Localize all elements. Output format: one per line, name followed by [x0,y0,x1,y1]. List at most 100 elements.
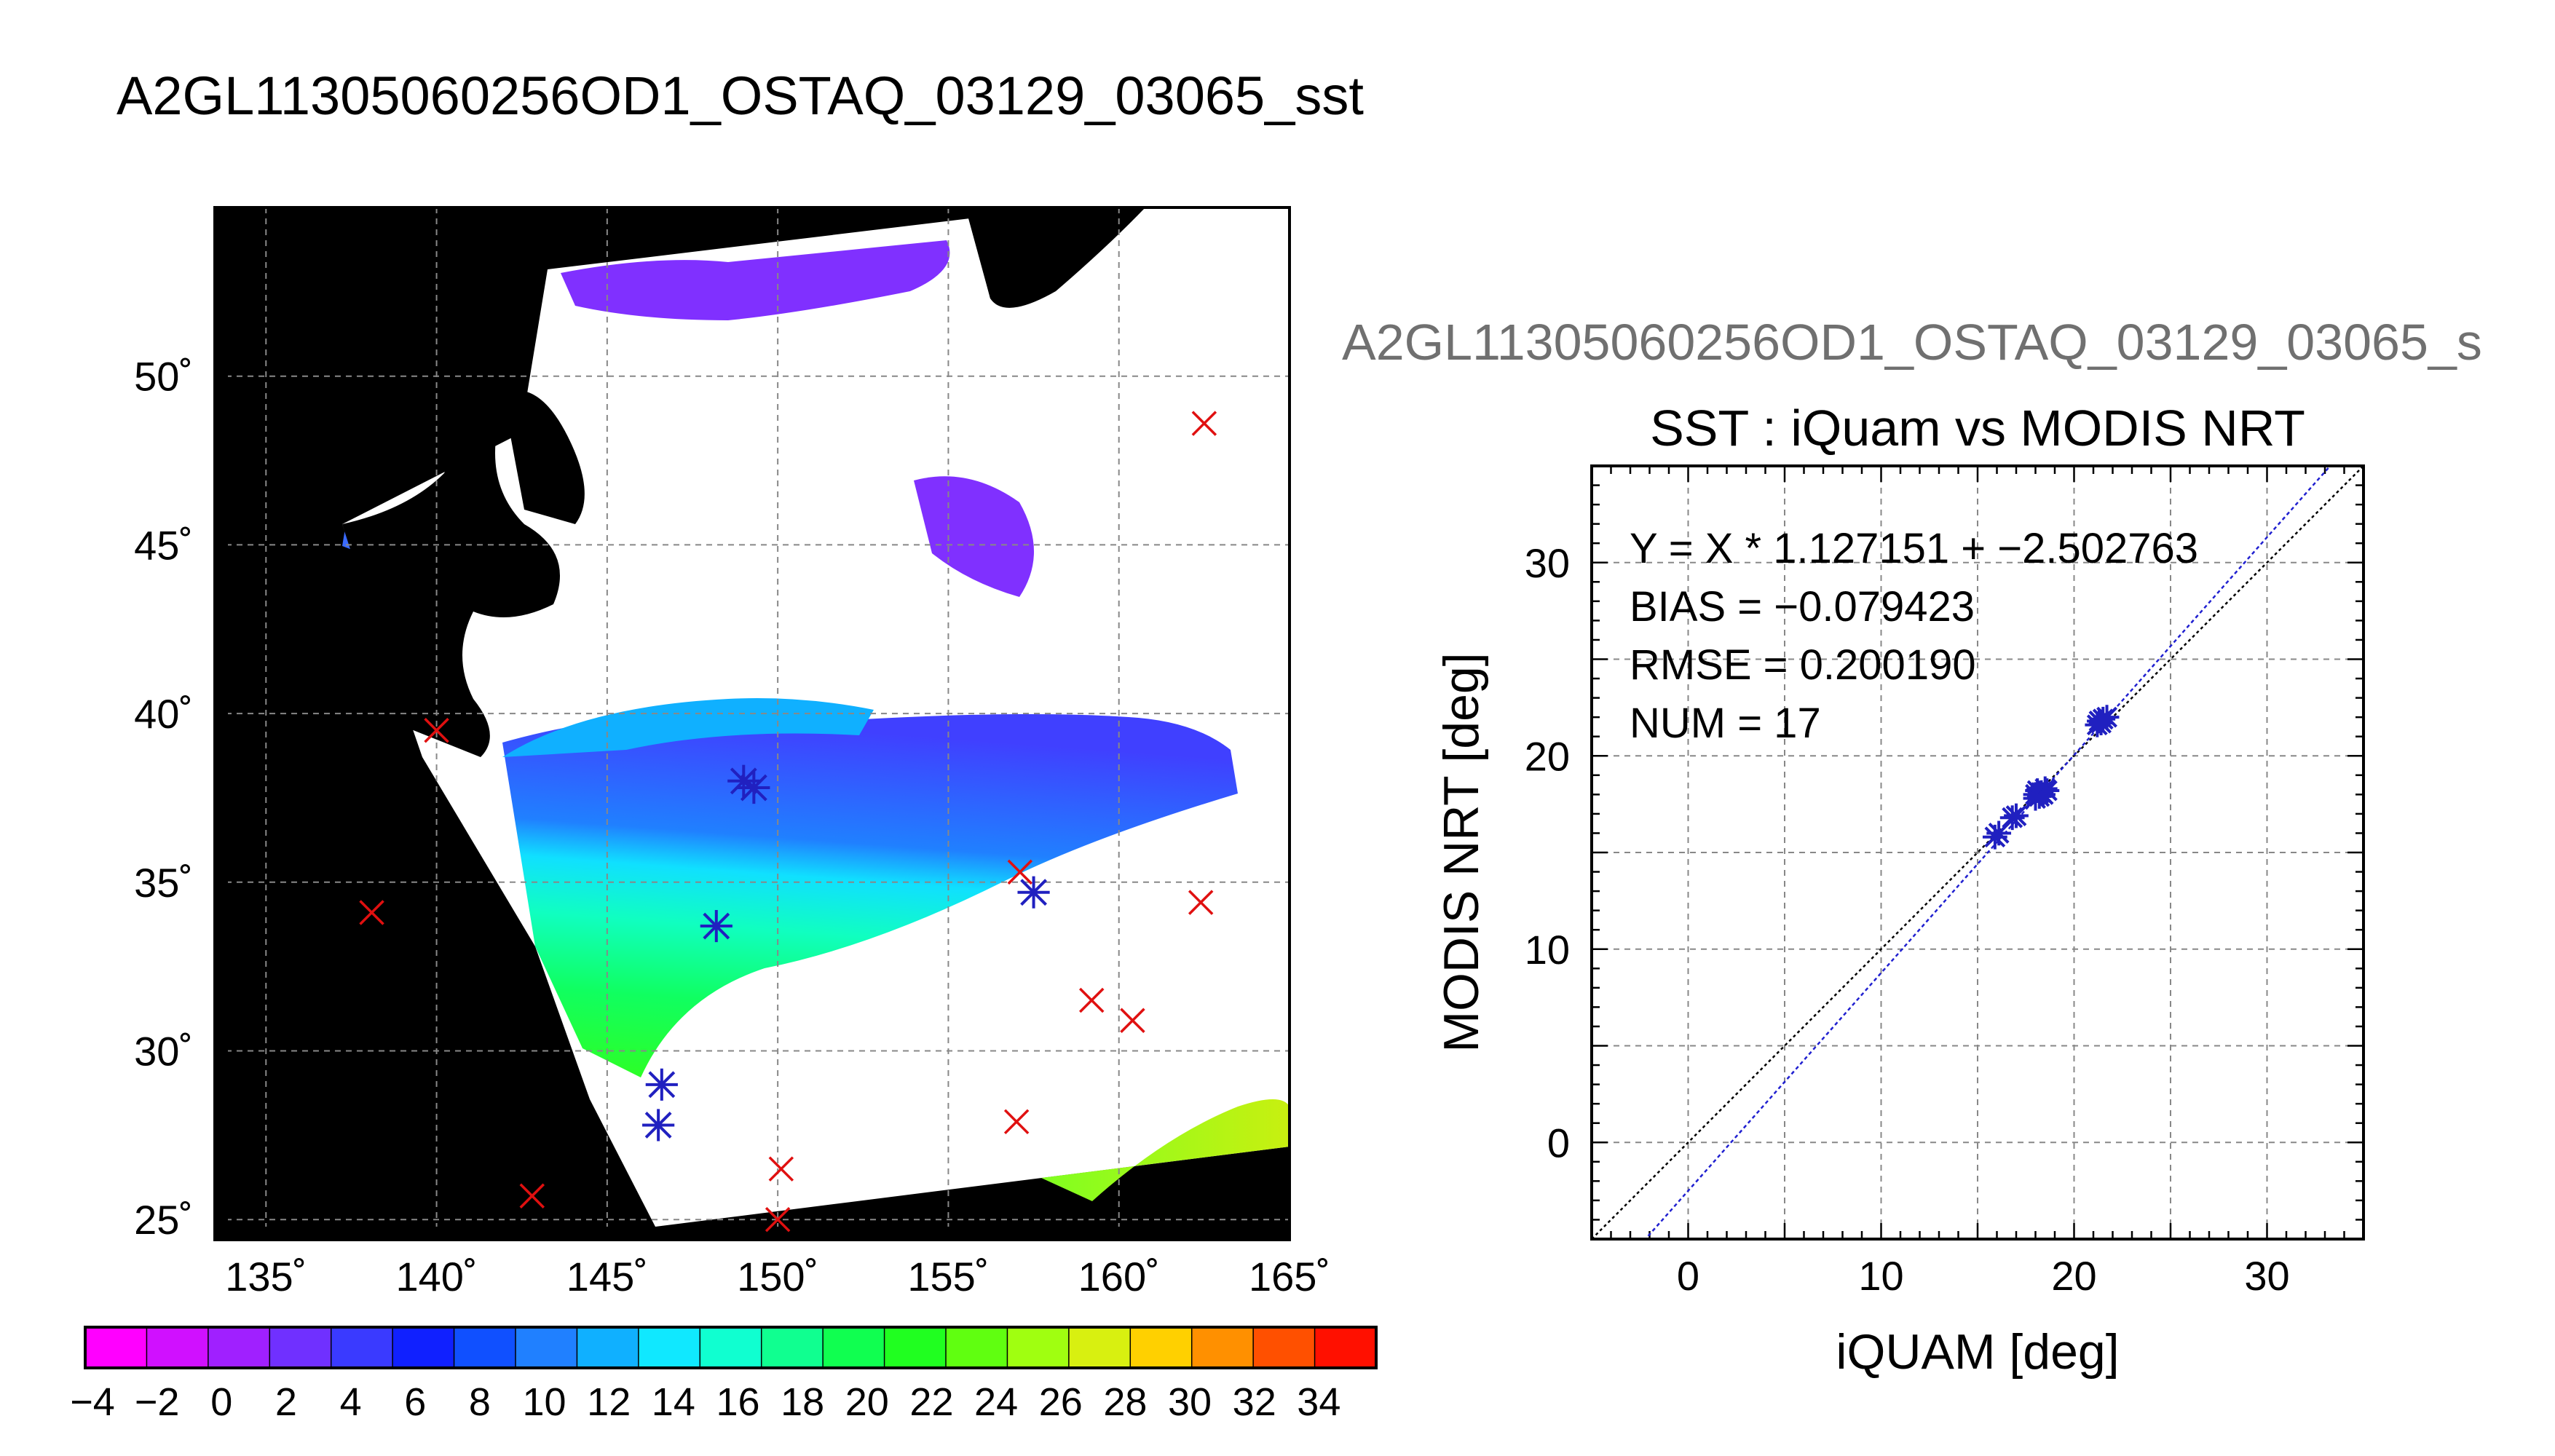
colorbar-tick-label: 30 [1168,1380,1212,1424]
colorbar-tick-label: 32 [1233,1380,1276,1424]
sst-region-southeast [1041,1099,1290,1201]
colorbar-tick-label: 10 [523,1380,566,1424]
map-lon-tick-label: 160˚ [1078,1254,1160,1299]
iquam-point-marker [519,1183,545,1208]
map-lat-tick-label: 30˚ [134,1028,193,1074]
sst-region-main [502,713,1238,1077]
colorbar-cell [823,1327,885,1368]
colorbar-tick-label: 6 [404,1380,426,1424]
scatter-x-tick-label: 30 [2244,1253,2289,1299]
sst-region-band [502,698,874,757]
main-title: A2GL11305060256OD1_OSTAQ_03129_03065_sst [117,66,1364,126]
colorbar-tick-label: 16 [716,1380,759,1424]
colorbar-tick-label: 14 [652,1380,695,1424]
colorbar-cell [1314,1327,1377,1368]
colorbar-cell [454,1327,516,1368]
scatter-point [2023,786,2048,811]
map-lon-tick-label: 140˚ [396,1254,478,1299]
scatter-annotation: RMSE = 0.200190 [1630,641,1976,689]
colorbar-cell [1068,1327,1132,1368]
colorbar-cell [884,1327,947,1368]
matchup-star-marker [645,1068,678,1101]
colorbar-tick-label: 26 [1039,1380,1083,1424]
sst-region-northeast [914,476,1034,597]
iquam-point-marker [1078,987,1105,1013]
scatter-annotations: Y = X * 1.127151 + −2.502763 BIAS = −0.07… [1630,525,2198,747]
scatter-ylabel: MODIS NRT [deg] [1434,652,1489,1052]
colorbar-cell [392,1327,455,1368]
colorbar-cell [700,1327,762,1368]
map-markers [359,411,1217,1233]
scatter-title: SST : iQuam vs MODIS NRT [1650,400,2305,456]
land-peninsula [502,390,585,524]
sst-region-north [561,240,950,320]
scatter-point [2004,803,2029,828]
scatter-x-tick-label: 10 [1858,1253,1903,1299]
iquam-point-marker [1007,859,1033,885]
scatter-minor-ticks [1590,464,2365,1241]
colorbar-tick-label: 22 [909,1380,953,1424]
colorbar-cell [146,1327,209,1368]
colorbar-tick-label: 24 [974,1380,1018,1424]
scatter-point [2088,711,2114,736]
colorbar-cell [1253,1327,1316,1368]
scatter-y-tick-label: 20 [1525,733,1570,779]
scatter-points [1982,705,2120,850]
colorbar-cell [1007,1327,1070,1368]
map-lon-tick-label: 165˚ [1249,1254,1330,1299]
scatter-frame [1590,464,2365,1241]
map-lat-tick-label: 35˚ [134,860,193,906]
colorbar-cell [577,1327,639,1368]
scatter-annotation: Y = X * 1.127151 + −2.502763 [1630,525,2198,572]
colorbar-cell [85,1327,148,1368]
secondary-title: A2GL11305060256OD1_OSTAQ_03129_03065_s [1342,314,2482,371]
scatter-x-tick-label: 0 [1677,1253,1699,1299]
scatter-y-tick-label: 30 [1525,540,1570,586]
scatter-plot: SST : iQuam vs MODIS NRT 00101020203030 … [1434,400,2365,1380]
map-lon-ticks: 135˚ 140˚ 145˚ 150˚ 155˚ 160˚ 165˚ [225,1227,1330,1299]
map-lat-tick-label: 25˚ [134,1197,193,1243]
iquam-point-marker [1188,890,1214,915]
colorbar: −4 −2 0 2 4 6 8 10 12 14 16 18 20 22 24 26 28 30 32 34 [70,1326,1378,1424]
map-frame [213,206,1291,1241]
colorbar-tick-label: 20 [845,1380,889,1424]
one-to-one-line [1592,466,2364,1239]
iquam-point-marker [359,900,384,925]
iquam-point-marker [765,1206,791,1233]
land-kamchatka [968,207,1145,308]
matchup-star-marker [642,1109,675,1142]
colorbar-tick-label: 12 [587,1380,631,1424]
map-lon-tick-label: 145˚ [566,1254,648,1299]
iquam-point-marker [1191,411,1217,436]
map-lat-tick-label: 50˚ [134,354,193,400]
colorbar-cell [946,1327,1008,1368]
colorbar-tick-label: 0 [210,1380,232,1424]
map-lat-ticks: 25˚ 30˚ 35˚ 40˚ 45˚ 50˚ [134,354,228,1243]
colorbar-cell [761,1327,824,1368]
matchup-star-marker [700,909,732,943]
colorbar-tick-label: 2 [275,1380,297,1424]
iquam-point-marker [1120,1008,1145,1034]
colorbar-cell [638,1327,701,1368]
colorbar-cell [269,1327,332,1368]
scatter-annotation: BIAS = −0.079423 [1630,583,1975,630]
colorbar-tick-label: 8 [469,1380,491,1424]
sst-map: 135˚ 140˚ 145˚ 150˚ 155˚ 160˚ 165˚ 25˚ 30˚ 35˚ 40… [134,206,1330,1299]
colorbar-cell [208,1327,271,1368]
scatter-annotation: NUM = 17 [1630,700,1821,747]
map-lat-tick-label: 40˚ [134,691,193,737]
colorbar-tick-label: 34 [1297,1380,1340,1424]
colorbar-cell [516,1327,578,1368]
scatter-grid [1592,466,2364,1239]
scatter-xlabel: iQUAM [deg] [1836,1324,2119,1380]
iquam-point-marker [1003,1109,1030,1135]
map-lon-tick-label: 150˚ [737,1254,818,1299]
matchup-star-marker [738,771,770,804]
scatter-lines [1592,466,2364,1239]
scatter-x-tick-label: 20 [2051,1253,2096,1299]
scatter-tick-labels: 0 0 10 10 20 20 30 30 [1525,540,2290,1299]
colorbar-tick-label: −2 [135,1380,180,1424]
colorbar-tick-label: 28 [1103,1380,1147,1424]
scatter-y-tick-label: 0 [1547,1120,1570,1166]
